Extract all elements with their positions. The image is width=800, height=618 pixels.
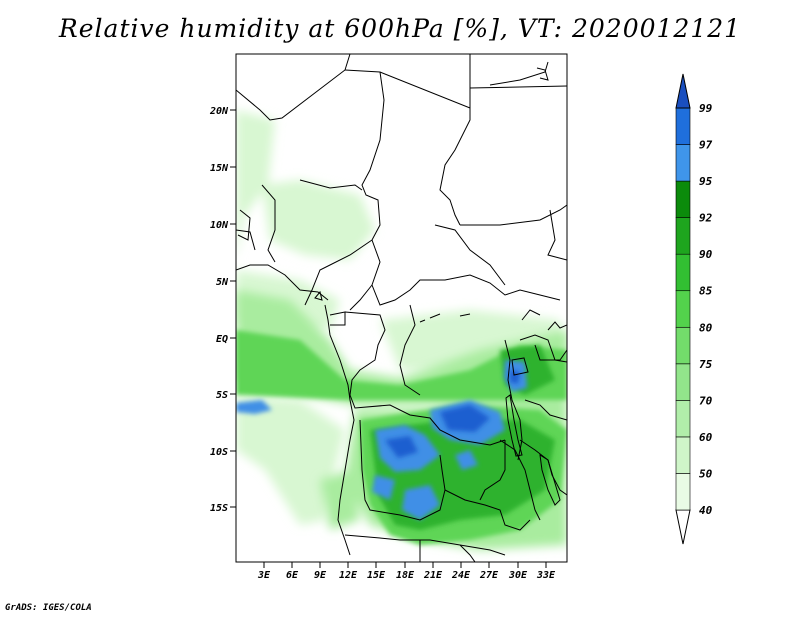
lon-label: 3E — [257, 570, 271, 581]
colorbar-segment — [675, 436, 691, 474]
lat-label: 5N — [216, 277, 229, 288]
colorbar: 40 50 60 70 75 80 85 90 92 95 97 99 — [675, 73, 713, 545]
lat-label: 20N — [209, 106, 229, 117]
colorbar-segment — [675, 107, 691, 145]
lat-label: 15S — [210, 503, 228, 514]
lon-label: 33E — [536, 570, 556, 581]
colorbar-segment — [675, 144, 691, 182]
lon-label: 21E — [423, 570, 443, 581]
lat-label: 15N — [210, 163, 229, 174]
map-title: Relative humidity at 600hPa [%], VT: 202… — [58, 14, 742, 43]
lon-label: 24E — [451, 570, 471, 581]
lat-label: 10N — [210, 220, 229, 231]
colorbar-label: 97 — [699, 139, 713, 152]
colorbar-label: 90 — [699, 248, 713, 261]
colorbar-max-triangle — [675, 73, 691, 109]
colorbar-label: 60 — [699, 431, 713, 444]
humidity-field — [236, 110, 567, 550]
colorbar-label: 95 — [699, 175, 713, 188]
lon-label: 12E — [339, 570, 358, 581]
lon-label: 27E — [479, 570, 499, 581]
colorbar-label: 70 — [699, 394, 713, 407]
lon-label: 6E — [286, 570, 299, 581]
longitude-labels: 3E 6E 9E 12E 15E 18E 21E 24E 27E 30E 33E — [257, 570, 556, 581]
grads-credit: GrADS: IGES/COLA — [5, 603, 92, 613]
colorbar-segment — [675, 473, 691, 511]
colorbar-min-triangle — [675, 509, 691, 545]
colorbar-segment — [675, 326, 691, 365]
lon-label: 30E — [508, 570, 528, 581]
colorbar-segment — [675, 217, 691, 255]
colorbar-label: 50 — [699, 467, 713, 480]
colorbar-segment — [675, 253, 691, 292]
colorbar-label: 85 — [699, 285, 713, 298]
lat-label: EQ — [216, 334, 228, 345]
colorbar-segment — [675, 180, 691, 218]
latitude-labels: 20N 15N 10N 5N EQ 5S 10S 15S — [209, 106, 229, 514]
lon-label: 18E — [396, 570, 415, 581]
colorbar-label: 99 — [699, 102, 713, 115]
colorbar-segment — [675, 290, 691, 328]
colorbar-label: 92 — [699, 212, 713, 225]
lat-label: 10S — [210, 447, 228, 458]
colorbar-label: 75 — [699, 358, 713, 371]
map-frame — [235, 53, 568, 563]
colorbar-segment — [675, 363, 691, 401]
colorbar-segment — [675, 400, 691, 438]
country-borders — [236, 54, 567, 562]
colorbar-label: 40 — [699, 504, 713, 517]
lon-label: 9E — [314, 570, 327, 581]
lon-label: 15E — [367, 570, 386, 581]
lat-label: 5S — [216, 390, 228, 401]
axis-ticks — [230, 109, 547, 568]
colorbar-label: 80 — [699, 321, 713, 334]
